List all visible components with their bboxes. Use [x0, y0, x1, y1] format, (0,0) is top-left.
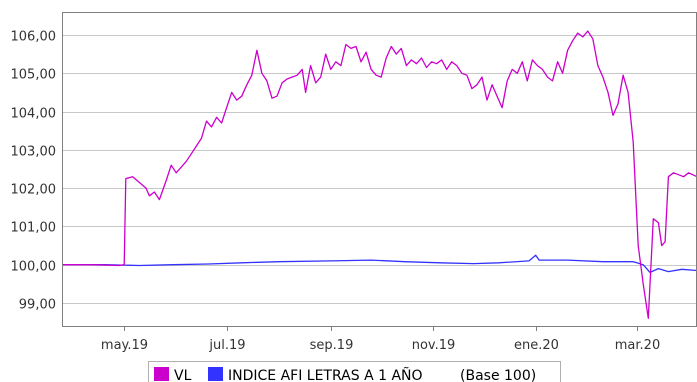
y-tick-label: 102,00: [11, 183, 57, 198]
plot-lines: [62, 30, 697, 319]
x-tick-label: may.19: [101, 338, 148, 353]
legend-label-vl: VL: [174, 368, 192, 382]
y-tick-label: 106,00: [11, 30, 57, 45]
y-tick-label: 101,00: [11, 221, 57, 236]
x-axis-tick-labels: may.19 jul.19 sep.19 nov.19 ene.20 mar.20: [101, 338, 660, 353]
x-tick-label: mar.20: [615, 338, 660, 353]
plot-frame: [62, 12, 697, 327]
legend-box: [148, 361, 561, 382]
legend-label-indice-afi: INDICE AFI LETRAS A 1 AÑO: [228, 367, 423, 382]
y-gridlines: [62, 35, 697, 304]
y-tick-label: 103,00: [11, 145, 57, 160]
legend-swatch-indice-afi: [208, 367, 223, 381]
y-tick-label: 104,00: [11, 107, 57, 122]
x-tick-label: nov.19: [412, 338, 456, 353]
y-tick-label: 99,00: [19, 298, 56, 313]
x-tick-label: ene.20: [514, 338, 559, 353]
y-tick-label: 100,00: [11, 260, 57, 275]
legend-swatch-vl: [154, 367, 169, 381]
x-tick-label: sep.19: [310, 338, 354, 353]
y-axis-tick-labels: 99,00 100,00 101,00 102,00 103,00 104,00 105,0…: [11, 30, 57, 313]
series-line-vl: [62, 30, 697, 319]
y-tick-label: 105,00: [11, 68, 57, 83]
legend: VL INDICE AFI LETRAS A 1 AÑO (Base 100): [148, 361, 561, 382]
series-line-indice-afi: [62, 254, 697, 274]
x-tick-label: jul.19: [208, 338, 245, 353]
legend-base-note: (Base 100): [460, 368, 536, 382]
